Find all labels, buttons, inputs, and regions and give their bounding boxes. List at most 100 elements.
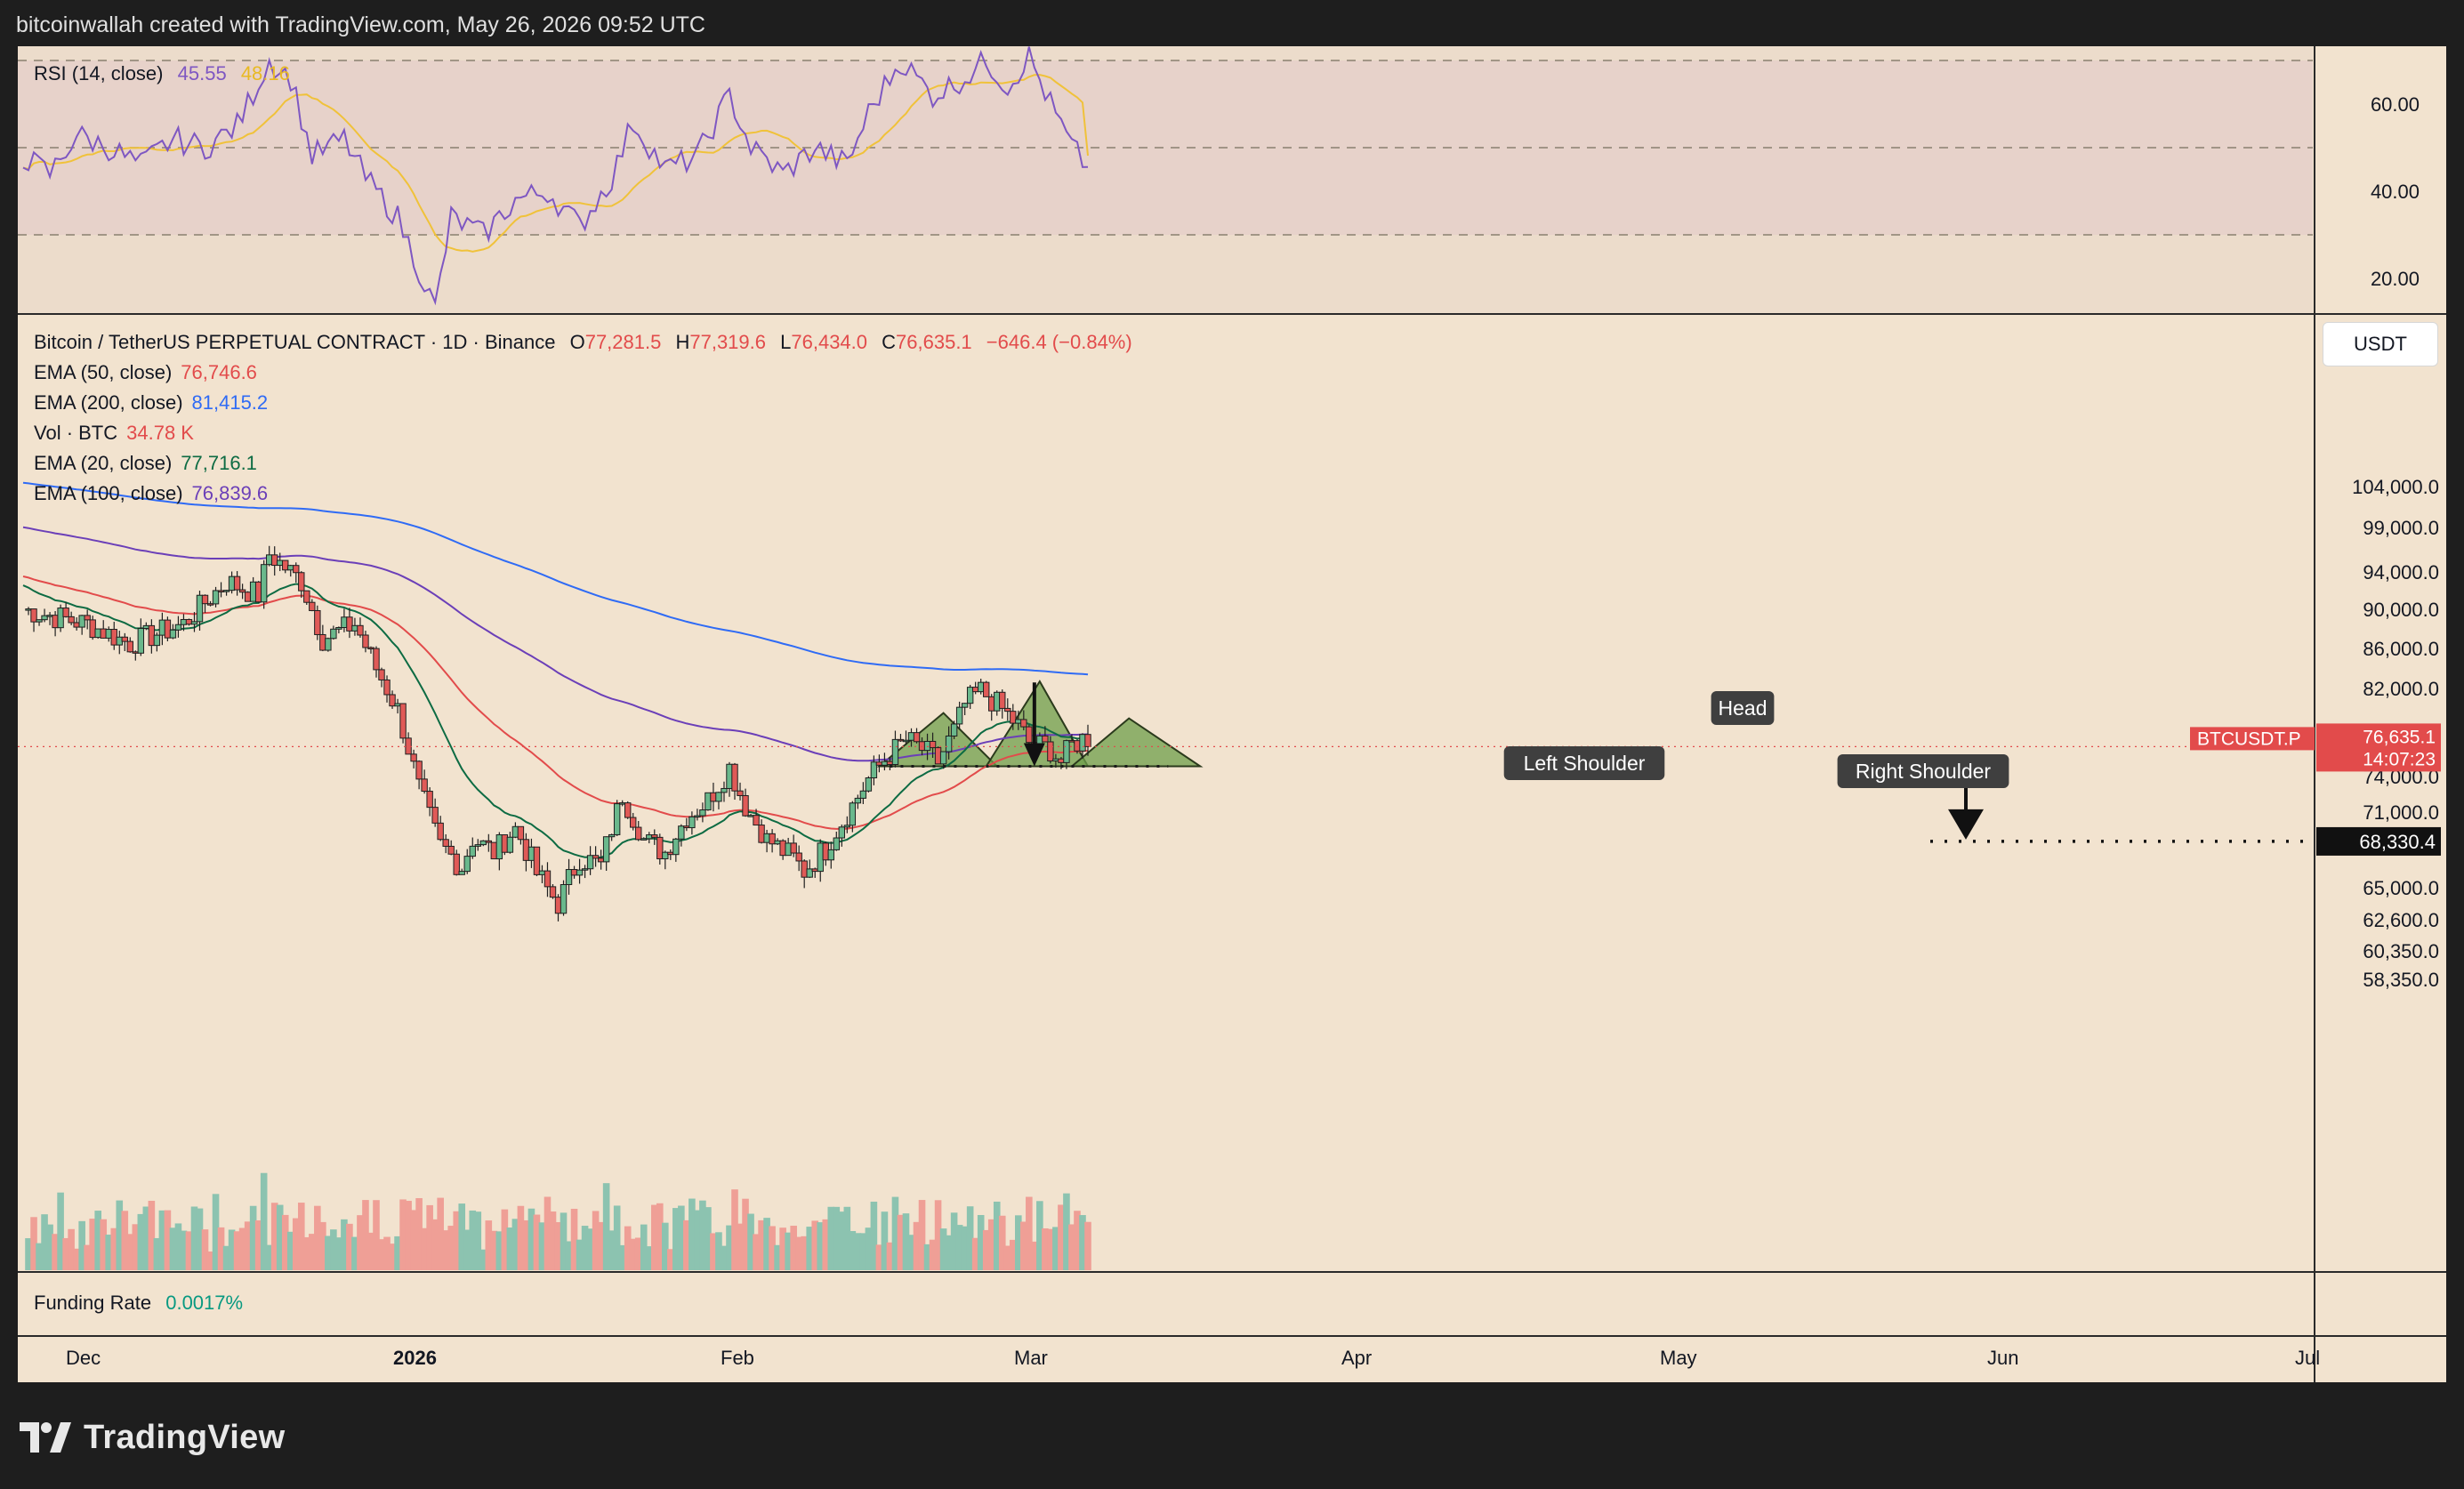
candle-body	[640, 838, 648, 841]
volume-bar	[650, 1204, 658, 1270]
candle-body	[293, 565, 300, 574]
indicator-label: Vol · BTC	[34, 422, 118, 444]
candle-body	[378, 669, 385, 680]
volume-bar	[116, 1200, 124, 1270]
volume-bar	[1031, 1241, 1038, 1270]
volume-bar	[694, 1210, 701, 1270]
candle-body	[961, 703, 969, 708]
candle-body	[527, 846, 535, 861]
candle-body	[907, 732, 915, 741]
ema-lines	[22, 481, 1089, 859]
volume-bar	[934, 1200, 942, 1270]
candle-body	[511, 825, 519, 838]
volume-bar	[544, 1196, 552, 1270]
volume-bar	[517, 1205, 525, 1270]
price-tags: BTCUSDT.P 76,635.114:07:23 68,330.4	[2190, 723, 2441, 856]
volume-bar	[907, 1235, 915, 1270]
candle-body	[613, 803, 621, 835]
indicator-label: EMA (100, close)	[34, 482, 183, 504]
candle-body	[576, 869, 584, 876]
volume-bar	[822, 1219, 830, 1270]
volume-bar	[238, 1227, 246, 1270]
volume-bar	[849, 1230, 857, 1270]
candle-body	[833, 837, 840, 850]
candle-body	[1063, 740, 1070, 763]
head-height-arrow-head	[1023, 743, 1045, 767]
volume-bar	[581, 1226, 589, 1270]
volume-bar	[302, 1236, 310, 1270]
candle-body	[431, 807, 439, 824]
volume-bar	[389, 1244, 396, 1270]
chart-canvas[interactable]: Left Shoulder Head Right Shoulder 104,000.…	[18, 46, 2446, 1382]
candle-body	[201, 594, 209, 605]
volume-bar	[645, 1246, 653, 1270]
indicator-ema50[interactable]: EMA (50, close) 76,746.6	[34, 361, 266, 384]
candle-body	[817, 842, 824, 873]
volume-bar	[335, 1237, 342, 1270]
candle-body	[303, 590, 310, 603]
candle-body	[897, 738, 905, 742]
volume-bar	[656, 1203, 664, 1270]
candle-body	[624, 802, 632, 818]
candle-body	[1042, 735, 1049, 743]
candle-body	[89, 619, 96, 639]
indicator-label: EMA (200, close)	[34, 391, 183, 414]
candle-body	[560, 884, 568, 914]
time-axis[interactable]: Dec 2026 Feb Mar Apr May Jun Jul	[18, 1337, 2320, 1382]
volume-bar	[613, 1205, 621, 1270]
indicator-ema20[interactable]: EMA (20, close) 77,716.1	[34, 452, 266, 475]
candle-body	[602, 836, 610, 863]
rsi-tick-label: 20.00	[2371, 268, 2420, 290]
candle-body	[651, 834, 658, 838]
funding-label: Funding Rate	[34, 1292, 152, 1314]
volume-bar	[174, 1223, 182, 1270]
candle-body	[522, 839, 530, 861]
indicator-ema200[interactable]: EMA (200, close) 81,415.2	[34, 391, 277, 415]
ohlc-high: H77,319.6	[675, 331, 766, 353]
time-axis-label: Mar	[1014, 1347, 1048, 1369]
candle-body	[1058, 758, 1065, 763]
candle-body	[913, 732, 921, 743]
candle-body	[474, 844, 481, 847]
candle-body	[421, 778, 428, 793]
volume-bar	[270, 1203, 278, 1270]
volume-bars	[25, 1172, 1091, 1270]
candle-body	[196, 594, 204, 623]
tradingview-logo-icon	[20, 1422, 71, 1453]
candle-body	[100, 628, 107, 639]
candle-body	[592, 855, 600, 859]
attribution-text: bitcoinwallah created with TradingView.c…	[16, 12, 705, 37]
volume-bar	[929, 1239, 937, 1270]
candle-body	[137, 628, 145, 654]
volume-bar	[939, 1228, 947, 1270]
target-price-value: 68,330.4	[2359, 831, 2436, 853]
candle-body	[635, 826, 642, 841]
price-tick-label: 99,000.0	[2363, 517, 2439, 539]
volume-bar	[367, 1232, 374, 1270]
volume-bar	[715, 1232, 722, 1270]
currency-unit-button[interactable]: USDT	[2323, 322, 2438, 366]
volume-bar	[597, 1221, 605, 1270]
volume-bar	[838, 1211, 846, 1270]
volume-bar	[110, 1227, 118, 1270]
tradingview-logo[interactable]: TradingView	[20, 1418, 285, 1457]
indicator-volume[interactable]: Vol · BTC 34.78 K	[34, 422, 203, 445]
head-label: Head	[1719, 696, 1767, 720]
symbol-legend[interactable]: Bitcoin / TetherUS PERPETUAL CONTRACT · …	[34, 331, 1141, 354]
candle-body	[212, 590, 220, 605]
rsi-legend-value: 45.55	[177, 62, 227, 85]
candle-body	[1052, 758, 1059, 761]
volume-bar	[190, 1206, 198, 1270]
volume-bar	[678, 1205, 685, 1270]
indicator-ema100[interactable]: EMA (100, close) 76,839.6	[34, 482, 277, 505]
volume-bar	[737, 1223, 744, 1270]
volume-bar	[68, 1228, 75, 1270]
candle-body	[747, 815, 754, 817]
target-tag-bg	[2316, 826, 2441, 856]
ema-100-line	[22, 526, 1089, 762]
candlesticks[interactable]	[25, 545, 1091, 922]
candle-body	[222, 590, 230, 592]
candle-body	[667, 851, 674, 856]
volume-bar	[570, 1208, 578, 1270]
candle-body	[854, 797, 862, 804]
